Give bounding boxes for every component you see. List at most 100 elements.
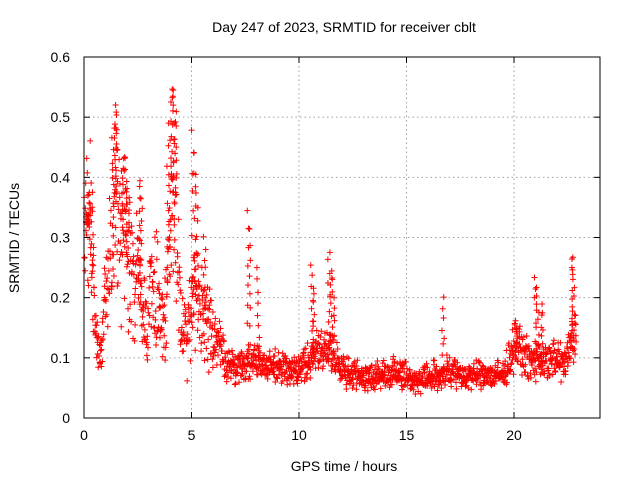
data-point bbox=[431, 383, 438, 390]
data-point bbox=[349, 376, 356, 383]
data-point bbox=[539, 301, 546, 308]
data-point bbox=[130, 253, 137, 260]
data-point bbox=[87, 137, 94, 144]
data-point bbox=[531, 274, 538, 281]
x-tick-label: 20 bbox=[506, 427, 522, 443]
data-point bbox=[110, 273, 117, 280]
data-point bbox=[137, 194, 144, 201]
data-point bbox=[512, 317, 519, 324]
data-point bbox=[185, 317, 192, 324]
data-point bbox=[470, 360, 477, 367]
data-point bbox=[129, 229, 136, 236]
data-point bbox=[89, 268, 96, 275]
data-point bbox=[227, 367, 234, 374]
data-point bbox=[146, 273, 153, 280]
data-point bbox=[254, 312, 261, 319]
data-point bbox=[300, 354, 307, 361]
data-point bbox=[317, 334, 324, 341]
data-point bbox=[308, 305, 315, 312]
data-point bbox=[568, 330, 575, 337]
data-point bbox=[136, 222, 143, 229]
data-point bbox=[198, 340, 205, 347]
data-point bbox=[331, 294, 338, 301]
data-point bbox=[146, 284, 153, 291]
data-point bbox=[105, 267, 112, 274]
data-point bbox=[327, 300, 334, 307]
data-point bbox=[137, 195, 144, 202]
data-point bbox=[254, 364, 261, 371]
data-point bbox=[310, 318, 317, 325]
data-point bbox=[209, 309, 216, 316]
data-point bbox=[220, 337, 227, 344]
data-point bbox=[423, 360, 430, 367]
data-point bbox=[192, 283, 199, 290]
data-point bbox=[139, 304, 146, 311]
data-point bbox=[106, 195, 113, 202]
data-point bbox=[312, 355, 319, 362]
data-point bbox=[538, 324, 545, 331]
data-point bbox=[487, 375, 494, 382]
data-point bbox=[116, 257, 123, 264]
data-point bbox=[300, 349, 307, 356]
data-point bbox=[125, 328, 132, 335]
data-point bbox=[191, 277, 198, 284]
data-point bbox=[172, 118, 179, 125]
data-point bbox=[243, 368, 250, 375]
data-point bbox=[468, 386, 475, 393]
data-point bbox=[571, 284, 578, 291]
data-point bbox=[570, 359, 577, 366]
data-point bbox=[190, 207, 197, 214]
data-point bbox=[569, 315, 576, 322]
data-point bbox=[443, 371, 450, 378]
data-point bbox=[452, 363, 459, 370]
data-point bbox=[310, 351, 317, 358]
data-point bbox=[171, 120, 178, 127]
data-point bbox=[174, 253, 181, 260]
data-point bbox=[238, 349, 245, 356]
data-point bbox=[282, 352, 289, 359]
data-point bbox=[137, 291, 144, 298]
data-point bbox=[136, 237, 143, 244]
data-point bbox=[95, 364, 102, 371]
data-point bbox=[325, 355, 332, 362]
data-point bbox=[180, 347, 187, 354]
data-point bbox=[194, 250, 201, 257]
data-point bbox=[144, 356, 151, 363]
data-point bbox=[272, 345, 279, 352]
data-point bbox=[170, 268, 177, 275]
data-point bbox=[345, 363, 352, 370]
data-point bbox=[331, 366, 338, 373]
data-point bbox=[118, 323, 125, 330]
data-point bbox=[194, 204, 201, 211]
data-point bbox=[255, 356, 262, 363]
data-point bbox=[123, 238, 130, 245]
data-point bbox=[84, 277, 91, 284]
data-point bbox=[119, 181, 126, 188]
data-point bbox=[478, 367, 485, 374]
data-point bbox=[324, 351, 331, 358]
data-point bbox=[244, 282, 251, 289]
data-point bbox=[101, 265, 108, 272]
data-point bbox=[154, 328, 161, 335]
data-point bbox=[256, 343, 263, 350]
data-point bbox=[511, 320, 518, 327]
data-point bbox=[255, 322, 262, 329]
data-point bbox=[201, 339, 208, 346]
data-point bbox=[545, 365, 552, 372]
data-point bbox=[90, 244, 97, 251]
data-point bbox=[148, 323, 155, 330]
data-point bbox=[407, 385, 414, 392]
data-point bbox=[513, 339, 520, 346]
data-point bbox=[552, 368, 559, 375]
data-point bbox=[189, 290, 196, 297]
data-point bbox=[148, 253, 155, 260]
data-point bbox=[533, 369, 540, 376]
data-point bbox=[255, 289, 262, 296]
data-point bbox=[402, 358, 409, 365]
x-axis-label: GPS time / hours bbox=[291, 458, 398, 474]
data-point bbox=[172, 150, 179, 157]
data-point bbox=[178, 324, 185, 331]
data-point bbox=[220, 338, 227, 345]
data-point bbox=[377, 385, 384, 392]
data-point bbox=[97, 342, 104, 349]
